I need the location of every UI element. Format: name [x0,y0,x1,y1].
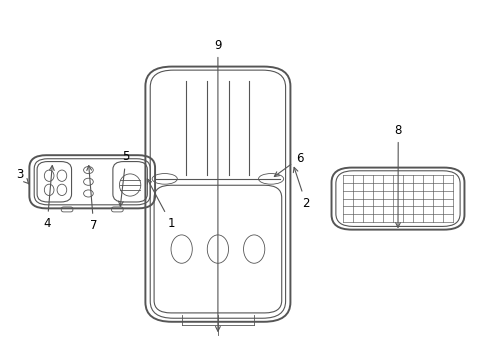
Text: 7: 7 [87,166,97,232]
Text: 2: 2 [293,167,309,210]
Text: 6: 6 [274,152,303,176]
Text: 5: 5 [118,150,129,206]
Text: 3: 3 [17,168,29,184]
Text: 8: 8 [394,124,401,228]
Text: 1: 1 [147,179,174,230]
Text: 4: 4 [43,166,54,230]
Text: 9: 9 [214,39,221,331]
